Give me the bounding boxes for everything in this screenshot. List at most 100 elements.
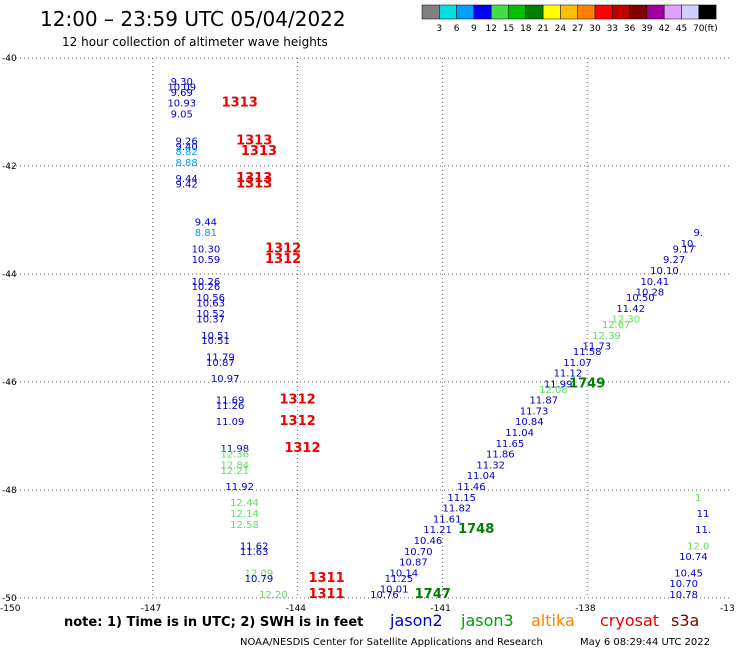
wave-height-value: 11.98 (221, 444, 250, 455)
wave-height-value: 10.93 (167, 99, 196, 110)
colorbar-label: 30 (589, 24, 601, 34)
legend-altika: altika (531, 611, 575, 630)
wave-height-value: 10.28 (636, 288, 665, 299)
wave-height-value: 11.04 (467, 471, 496, 482)
wave-height-value: 11.42 (616, 304, 645, 315)
colorbar-swatch (456, 4, 475, 20)
wave-height-value: 12.44 (230, 498, 259, 509)
wave-height-value: 9.44 (175, 174, 197, 185)
wave-height-value: 9.42 (175, 180, 197, 191)
wave-height-value: 11.87 (529, 396, 558, 407)
legend-jason2: jason2 (389, 611, 443, 630)
wave-height-value: 8.82 (175, 147, 197, 158)
y-tick-label: -40 (2, 54, 17, 64)
legend-s3a: s3a (671, 611, 699, 630)
colorbar-swatch (525, 4, 544, 20)
wave-height-value: 12.36 (221, 450, 250, 461)
time-label: 1312 (284, 441, 320, 456)
wave-height-value: 10.37 (196, 315, 225, 326)
time-label: 1313 (222, 96, 258, 111)
footer-credit: NOAA/NESDIS Center for Satellite Applica… (240, 637, 543, 648)
wave-height-value: 10.79 (245, 574, 274, 585)
time-label: 1311 (308, 587, 344, 602)
wave-height-value: 11.58 (573, 347, 602, 358)
colorbar-label: 9 (471, 24, 477, 34)
colorbar-swatch (663, 4, 682, 20)
wave-height-value: 1 (695, 493, 701, 504)
y-tick-label: -44 (2, 270, 17, 280)
wave-height-value: 12.67 (602, 320, 631, 331)
x-tick-label: -147 (141, 604, 161, 614)
wave-height-value: 11.61 (433, 514, 462, 525)
wave-height-value: 10.41 (640, 277, 669, 288)
colorbar-swatch (612, 4, 630, 20)
wave-height-value: 12.20 (259, 590, 288, 601)
colorbar-label: 39 (641, 24, 653, 34)
wave-height-value: 10.14 (389, 568, 418, 579)
x-tick-label: -144 (286, 604, 307, 614)
time-label: 1311 (308, 571, 344, 586)
wave-height-value: 11.32 (476, 460, 505, 471)
wave-height-value: 11.12 (554, 369, 583, 380)
grid-lines (8, 57, 732, 599)
wave-height-value: 11.65 (496, 439, 525, 450)
x-tick-label: -13 (720, 604, 735, 614)
legend-jason3: jason3 (460, 611, 514, 630)
colorbar-label: 18 (520, 24, 532, 34)
wave-height-value: 12.21 (221, 466, 250, 477)
wave-height-value: 11.86 (486, 450, 515, 461)
colorbar-swatch (542, 4, 561, 20)
wave-height-value: 10.56 (196, 293, 225, 304)
time-labels: 1313131313131313131313121312131213121312… (222, 96, 606, 602)
colorbar-label: 6 (454, 24, 460, 34)
wave-height-value: 10.59 (192, 255, 221, 266)
colorbar-label: 42 (658, 24, 669, 34)
wave-height-value: 10.26 (192, 282, 221, 293)
wave-height-value: 9.44 (195, 217, 217, 228)
x-tick-label: -150 (0, 604, 21, 614)
wave-height-value: 9.27 (663, 255, 685, 266)
colorbar-swatch (629, 4, 648, 20)
time-label: 1312 (280, 393, 316, 408)
y-tick-label: -42 (2, 162, 17, 172)
wave-height-value: 11.79 (206, 352, 235, 363)
wave-height-value: 12.0 (687, 541, 709, 552)
wave-height-value: 9. (693, 228, 703, 239)
wave-height-value: 10.50 (626, 293, 655, 304)
colorbar-swatch (473, 4, 492, 20)
colorbar-swatch (421, 4, 440, 20)
time-label: 1312 (280, 414, 316, 429)
wave-height-value: 10.74 (679, 552, 708, 563)
wave-height-value: 10.51 (201, 336, 230, 347)
legend-cryosat: cryosat (600, 611, 659, 630)
wave-height-value: 11.15 (447, 493, 476, 504)
y-tick-label: -50 (2, 594, 17, 604)
wave-height-value: 9.17 (673, 244, 695, 255)
wave-height-value: 10.10 (650, 266, 679, 277)
wave-height-value: 11.73 (520, 406, 549, 417)
time-label: 1312 (265, 241, 301, 256)
wave-height-value: 9.05 (171, 109, 193, 120)
footer-timestamp: May 6 08:29:44 UTC 2022 (580, 637, 710, 648)
y-axis-ticks: -40 -42 -44 -46 -48 -50 (2, 54, 17, 604)
wave-height-value: 10.30 (192, 244, 221, 255)
x-tick-label: -138 (575, 604, 596, 614)
wave-height-value: 10.70 (404, 547, 433, 558)
wave-height-value: 11.82 (443, 504, 472, 515)
wave-height-value: 10.09 (167, 82, 196, 93)
wave-height-value: 10.84 (515, 417, 544, 428)
wave-height-value: 12.08 (539, 385, 568, 396)
time-label: 1313 (236, 177, 272, 192)
wave-height-value: 10.45 (674, 568, 703, 579)
footer-note: note: 1) Time is in UTC; 2) SWH is in fe… (64, 615, 363, 630)
wave-height-value: 12.84 (221, 460, 250, 471)
y-tick-label: -46 (2, 378, 17, 388)
colorbar-swatch (577, 4, 596, 20)
wave-height-value: 10.51 (201, 331, 230, 342)
chart-subtitle: 12 hour collection of altimeter wave hei… (62, 35, 328, 49)
wave-height-value: 9.26 (175, 136, 197, 147)
wave-height-value: 10.52 (196, 309, 225, 320)
time-label: 1312 (265, 252, 301, 267)
wave-height-value: 10.78 (669, 590, 698, 601)
